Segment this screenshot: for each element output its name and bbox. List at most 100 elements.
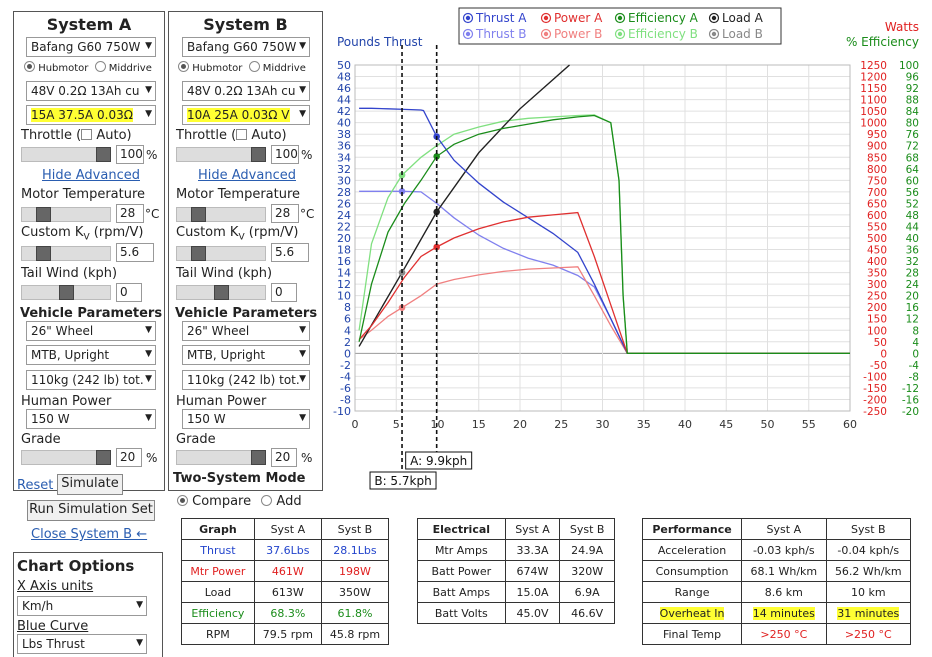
legend-radio-dot (711, 15, 717, 21)
tailwind-input[interactable]: 0 (116, 283, 142, 302)
system-b-panel: System B Bafang G60 750W Hubmotor Middri… (168, 11, 323, 491)
grade-slider[interactable] (21, 450, 111, 465)
grade-input[interactable]: 20 (271, 448, 297, 467)
legend-item-thrust-b[interactable]: Thrust B (462, 27, 527, 41)
y-tick-label-watts: 900 (867, 141, 887, 153)
throttle-slider[interactable] (176, 147, 266, 162)
legend-item-load-b[interactable]: Load B (708, 27, 763, 41)
legend-item-load-a[interactable]: Load A (708, 11, 764, 25)
compare-radio[interactable] (177, 495, 188, 506)
posture-select[interactable]: MTB, Upright (182, 345, 310, 365)
close-system-b-link[interactable]: Close System B ← (31, 527, 148, 542)
legend-label: Power A (554, 11, 603, 25)
x-axis-units-label: X Axis units (17, 579, 94, 594)
plot-area (354, 64, 851, 412)
throttle-slider[interactable] (21, 147, 111, 162)
kv-input[interactable]: 5.6 (116, 243, 154, 262)
chart-grid (354, 64, 851, 412)
wheel-select[interactable]: 26" Wheel (182, 321, 310, 341)
y-tick-label-thrust: 18 (337, 244, 351, 257)
legend-item-thrust-a[interactable]: Thrust A (462, 11, 528, 25)
marker-efficiency-b (398, 171, 406, 179)
simulate-button[interactable]: Simulate (57, 474, 123, 495)
marker-thrust-b (398, 187, 406, 195)
y-tick-label-efficiency: 96 (906, 72, 920, 84)
wheel-select[interactable]: 26" Wheel (26, 321, 156, 341)
battery-select[interactable]: 48V 0.2Ω 13Ah cu (26, 81, 156, 101)
motor-temp-input[interactable]: 28 (116, 204, 144, 223)
weight-select[interactable]: 110kg (242 lb) tot. (182, 370, 310, 390)
human-power-select[interactable]: 150 W (26, 409, 156, 429)
y-tick-label-watts: 700 (867, 187, 887, 199)
series-load-b (358, 64, 570, 347)
simulation-chart[interactable]: -10-8-6-4-202468101214161820222426283032… (330, 0, 932, 495)
posture-select[interactable]: MTB, Upright (26, 345, 156, 365)
human-power-select[interactable]: 150 W (182, 409, 310, 429)
table-row: Efficiency 68.3% 61.8% (181, 602, 390, 624)
speed-label-box-b (369, 471, 437, 490)
y-tick-label-thrust: -6 (340, 382, 351, 395)
reset-link[interactable]: Reset (17, 478, 54, 493)
kv-slider[interactable] (21, 246, 111, 261)
motor-select[interactable]: Bafang G60 750W (182, 37, 310, 57)
motor-temp-input[interactable]: 28 (271, 204, 299, 223)
tailwind-input[interactable]: 0 (271, 283, 297, 302)
marker-efficiency-a (433, 153, 440, 160)
y-tick-label-efficiency: -16 (902, 394, 919, 406)
grade-label: Grade (176, 432, 216, 447)
y-tick-label-watts: 150 (867, 314, 887, 326)
y-tick-label-thrust: 46 (337, 82, 351, 95)
controller-select[interactable]: 10A 25A 0.03Ω V (182, 105, 310, 125)
throttle-input[interactable]: 100 (271, 145, 299, 164)
legend-item-power-a[interactable]: Power A (540, 11, 604, 25)
y-tick-label-efficiency: 92 (906, 83, 919, 95)
middrive-radio[interactable] (94, 61, 106, 72)
y-tick-label-watts: 1150 (860, 83, 887, 95)
hide-advanced-link[interactable]: Hide Advanced (42, 168, 140, 183)
kv-input[interactable]: 5.6 (271, 243, 309, 262)
legend-item-efficiency-b[interactable]: Efficiency B (614, 27, 698, 41)
y-tick-label-thrust: 36 (337, 140, 351, 153)
throttle-label: Throttle ( Auto) (21, 128, 132, 143)
battery-select[interactable]: 48V 0.2Ω 13Ah cu (182, 81, 310, 101)
x-tick-label: 10 (431, 418, 445, 431)
system-a-panel: System A Bafang G60 750W Hubmotor Middri… (13, 11, 165, 491)
hubmotor-radio[interactable] (178, 61, 189, 72)
motor-temp-slider[interactable] (176, 207, 266, 222)
y-tick-label-efficiency: 40 (906, 233, 919, 245)
throttle-input[interactable]: 100 (116, 145, 144, 164)
middrive-radio[interactable] (248, 61, 260, 72)
run-simulation-set-button[interactable]: Run Simulation Set (27, 500, 155, 521)
legend-item-power-b[interactable]: Power B (540, 27, 603, 41)
kv-label: Custom KV (rpm/V) (21, 225, 144, 243)
y-tick-label-watts: 950 (867, 129, 887, 141)
y-tick-label-watts: 400 (867, 256, 887, 268)
grade-input[interactable]: 20 (116, 448, 142, 467)
auto-throttle-checkbox[interactable] (236, 129, 248, 140)
hubmotor-radio[interactable] (24, 61, 35, 72)
right-axis-title-efficiency: % Efficiency (846, 35, 919, 49)
right-axis-title-watts: Watts (885, 20, 919, 34)
motor-temp-slider[interactable] (21, 207, 111, 222)
legend-item-efficiency-a[interactable]: Efficiency A (614, 11, 699, 25)
motor-select[interactable]: Bafang G60 750W (26, 37, 156, 57)
tailwind-slider[interactable] (21, 285, 111, 300)
y-tick-label-thrust: 4 (344, 324, 351, 337)
y-tick-label-watts: -50 (870, 360, 887, 372)
blue-curve-select[interactable]: Lbs Thrust (17, 634, 147, 654)
tailwind-slider[interactable] (176, 285, 266, 300)
x-axis-units-select[interactable]: Km/h (17, 596, 147, 616)
y-tick-label-efficiency: 68 (906, 152, 919, 164)
controller-select[interactable]: 15A 37.5A 0.03Ω (26, 105, 156, 125)
weight-select[interactable]: 110kg (242 lb) tot. (26, 370, 156, 390)
auto-throttle-checkbox[interactable] (81, 129, 93, 140)
kv-slider[interactable] (176, 246, 266, 261)
tailwind-label: Tail Wind (kph) (176, 266, 273, 281)
table-row: Thrust 37.6Lbs 28.1Lbs (181, 539, 390, 561)
add-radio[interactable] (261, 495, 273, 506)
y-tick-label-watts: 1050 (860, 106, 887, 118)
grade-slider[interactable] (176, 450, 266, 465)
legend-radio-dot (543, 31, 549, 37)
legend-radio-dot (617, 31, 623, 37)
hide-advanced-link[interactable]: Hide Advanced (198, 168, 296, 183)
